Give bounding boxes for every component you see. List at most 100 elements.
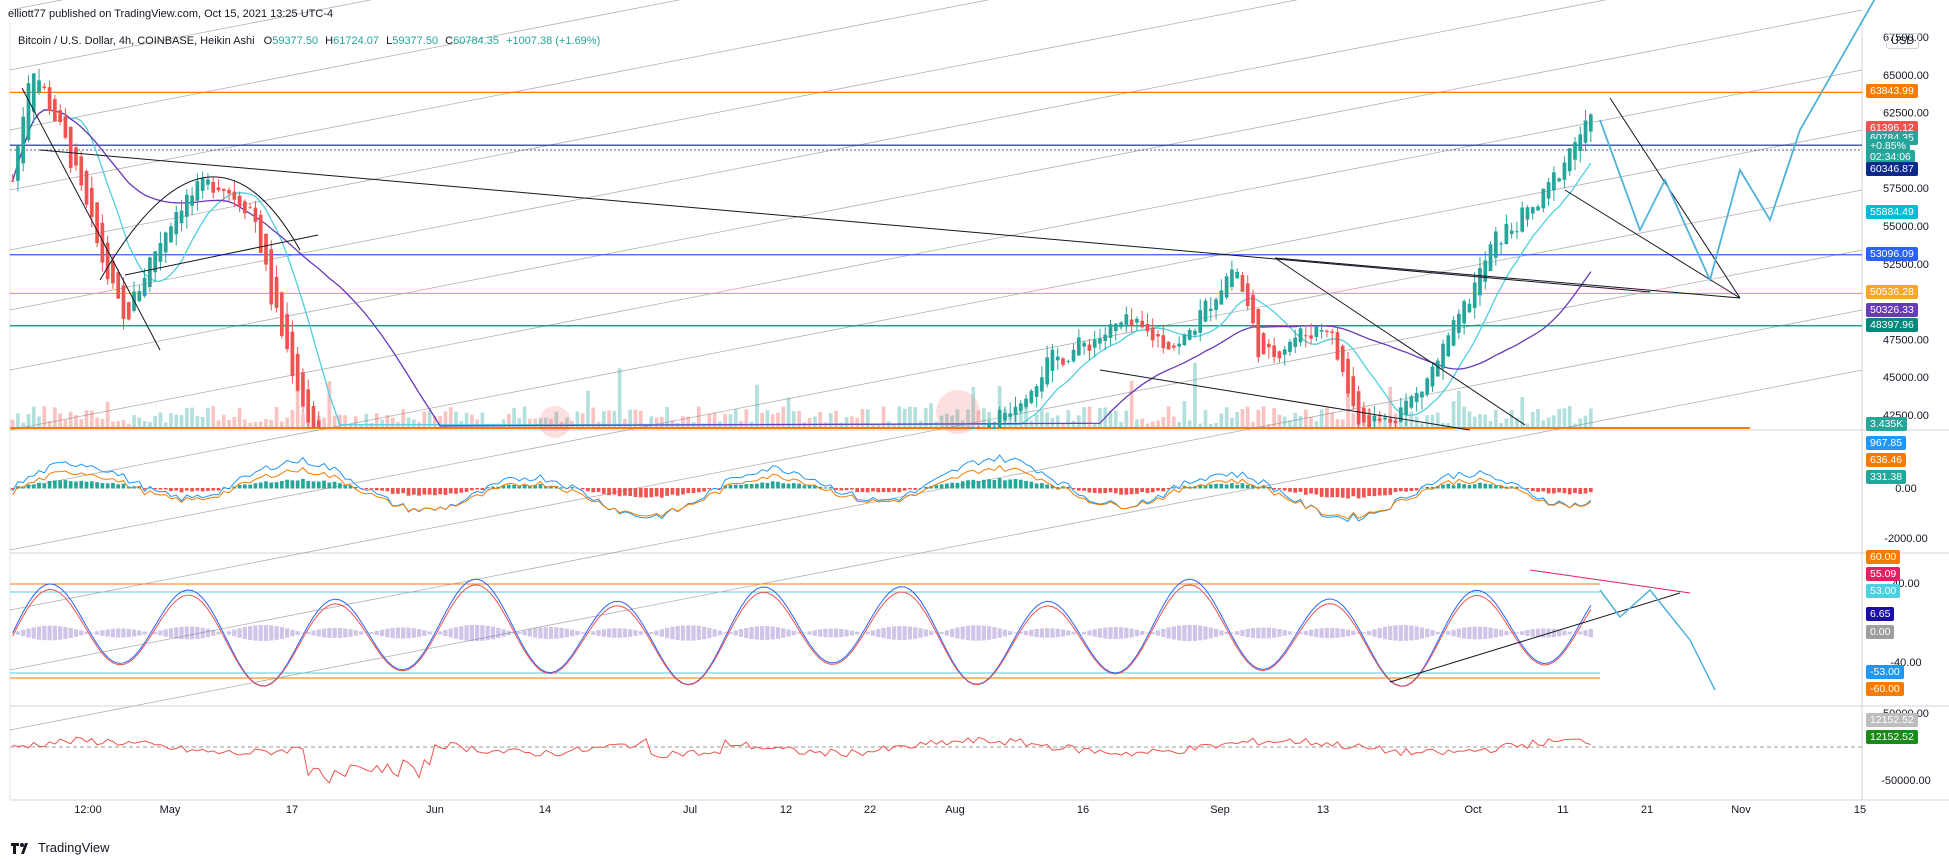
stoch-area-bar [237,628,242,638]
stoch-area-bar [395,627,401,639]
stoch-area-bar [1097,628,1103,638]
volume-bar [623,418,627,428]
candle-body [1314,326,1319,337]
macd-hist-bar [68,481,73,489]
y-tick-label: 55000.00 [1883,221,1929,233]
stoch-area-bar [475,624,480,642]
low-label: L [386,35,393,47]
macd-hist-bar [1145,488,1150,494]
macd-hist-bar [279,480,284,489]
stoch-area-bar [1124,627,1129,639]
candle-body [1541,188,1546,209]
stoch-area-bar [274,626,279,640]
stoch-area-bar [1493,628,1498,638]
candle-body [1288,341,1292,353]
candle-body [1135,318,1139,323]
osc-value-label: 12152.52 [1866,730,1918,744]
volume-bar [433,415,437,428]
macd-hist-bar [934,485,939,489]
stoch-area-bar [1514,632,1520,634]
candle-body [10,180,15,182]
volume-bar [506,413,511,428]
candle-body [1129,319,1134,326]
stoch-area-bar [1187,624,1192,642]
countdown-label: 02:34:06 [1866,150,1915,164]
candle-body [1446,335,1451,357]
volume-bar [1335,419,1340,428]
macd-hist-bar [908,488,912,490]
stoch-area-bar [380,629,385,637]
volume-bar [1129,380,1134,428]
stoch-area-bar [506,630,511,636]
close-label: C [445,35,454,47]
candle-body [1103,334,1108,342]
stoch-area-bar [68,628,73,638]
volume-bar [269,419,274,428]
macd-hist-bar [1277,488,1282,489]
x-tick-label: 22 [864,804,876,816]
macd-hist-bar [1488,484,1493,489]
y-tick-label: 47500.00 [1883,334,1929,346]
stoch-area-bar [1367,630,1372,636]
stoch-pane [10,569,1716,691]
volume-bar [1171,416,1176,428]
volume-bar [179,415,184,428]
stoch-area-bar [232,629,237,637]
stoch-area-bar [1303,630,1308,636]
volume-bar [332,415,337,428]
macd-hist-bar [945,483,949,489]
stoch-area-bar [290,629,295,637]
stoch-area-bar [992,627,997,639]
volume-bar [908,406,912,428]
stoch-area-bar [316,629,321,637]
stoch-area-bar [760,626,765,640]
volume-bar [1588,408,1593,428]
volume-bar [786,397,791,428]
volume-bar [1272,408,1276,428]
stoch-area-bar [570,629,575,637]
volume-bar [913,407,918,428]
macd-hist-bar [385,488,390,492]
macd-hist-bar [1367,488,1371,496]
volume-bar [902,408,907,428]
volume-bar [1166,406,1171,428]
macd-hist-bar [1055,487,1060,489]
volume-bar [1240,408,1245,428]
stoch-area-bar [137,630,142,636]
volume-bar [1203,410,1208,428]
volume-bar [1504,418,1509,428]
symbol-legend[interactable]: Bitcoin / U.S. Dollar, 4h, COINBASE, Hei… [18,35,600,47]
footer-brand[interactable]: TradingView [10,840,110,855]
x-tick-label: Sep [1210,804,1230,816]
volume-bar [945,413,949,428]
stoch-area-bar [1203,626,1208,640]
macd-hist-bar [158,488,163,490]
volume-bar [1040,410,1044,428]
macd-hist-bar [1166,488,1171,490]
ema-fast-label: 55884.49 [1866,204,1918,219]
y-tick-label: 65000.00 [1883,70,1929,82]
stoch-area-bar [1509,632,1514,634]
volume-bar [427,410,432,428]
stoch-area-bar [126,628,131,638]
candle-body [221,188,226,191]
candle-body [84,170,89,205]
stoch-area-bar [1155,630,1161,636]
volume-bar [1008,415,1013,428]
stoch-area-bar [153,631,158,635]
publisher-line: elliott77 published on TradingView.com, … [8,8,334,20]
volume-bar [480,412,485,428]
candle-body [1388,418,1393,423]
symbol-title[interactable]: Bitcoin / U.S. Dollar, 4h, COINBASE, Hei… [18,35,255,47]
macd-hist-bar [63,480,68,489]
candle-body [179,210,184,224]
macd-hist-bar [776,481,780,489]
currency-badge[interactable]: USD [1886,33,1920,49]
level-60346-label: 60346.87 [1866,162,1918,177]
macd-hist-bar [976,481,981,489]
macd-hist-bar [1567,488,1572,495]
stoch-area-bar [744,627,749,639]
volume-bar [660,416,664,428]
candle-body [1557,178,1561,182]
